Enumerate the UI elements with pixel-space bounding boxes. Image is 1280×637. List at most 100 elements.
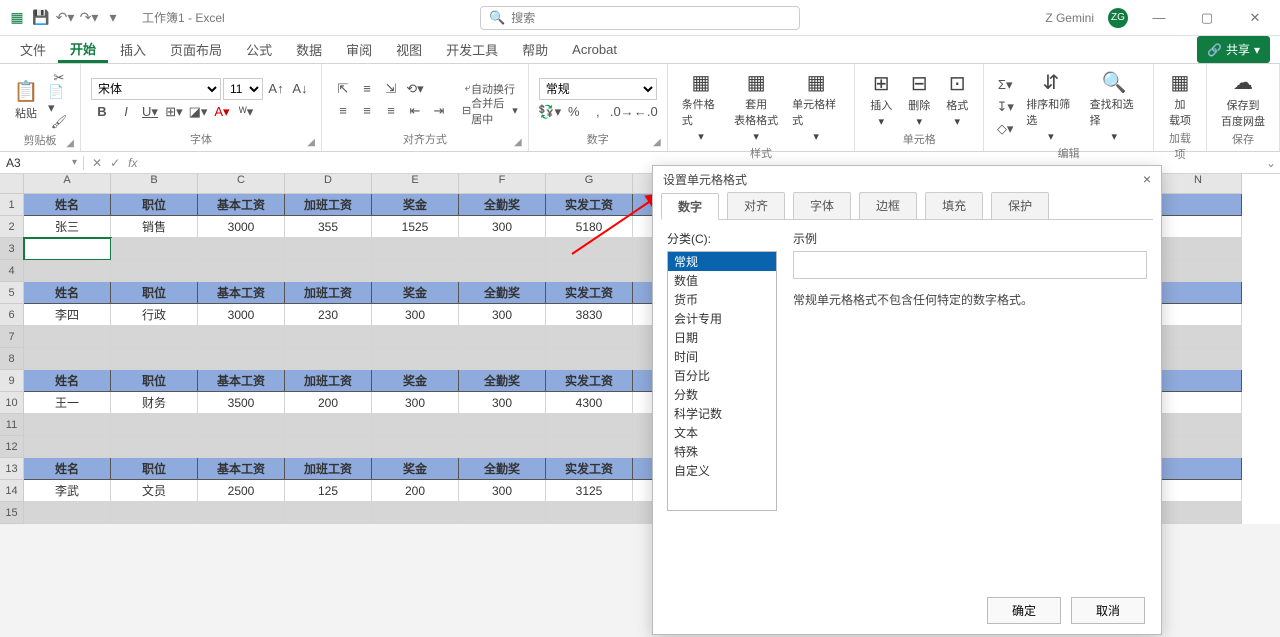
cell[interactable] — [198, 502, 285, 524]
dialog-close-button[interactable]: × — [1143, 171, 1151, 187]
tab-9[interactable]: 帮助 — [510, 36, 560, 63]
tab-0[interactable]: 文件 — [8, 36, 58, 63]
cell[interactable]: 姓名 — [24, 282, 111, 304]
align-middle-icon[interactable]: ≡ — [356, 79, 378, 99]
row-header[interactable]: 5 — [0, 282, 24, 304]
cell[interactable]: 实发工资 — [546, 458, 633, 480]
italic-button[interactable]: I — [115, 102, 137, 122]
cell[interactable]: 300 — [372, 392, 459, 414]
cell[interactable]: 姓名 — [24, 458, 111, 480]
cell[interactable] — [1155, 414, 1242, 436]
cell[interactable]: 300 — [372, 304, 459, 326]
cell[interactable] — [546, 502, 633, 524]
tab-5[interactable]: 数据 — [284, 36, 334, 63]
cell[interactable] — [198, 326, 285, 348]
align-bottom-icon[interactable]: ⇲ — [380, 79, 402, 99]
fx-enter-icon[interactable]: ✓ — [110, 156, 120, 170]
cell[interactable] — [1155, 502, 1242, 524]
user-avatar[interactable]: ZG — [1108, 8, 1128, 28]
row-header[interactable]: 8 — [0, 348, 24, 370]
tab-2[interactable]: 插入 — [108, 36, 158, 63]
row-header[interactable]: 7 — [0, 326, 24, 348]
row-header[interactable]: 14 — [0, 480, 24, 502]
cell[interactable]: 奖金 — [372, 370, 459, 392]
launcher-icon[interactable]: ◢ — [66, 138, 74, 149]
cell[interactable]: 职位 — [111, 458, 198, 480]
cell[interactable]: 230 — [285, 304, 372, 326]
col-header[interactable]: F — [459, 174, 546, 194]
cell[interactable]: 加班工资 — [285, 282, 372, 304]
find-select-button[interactable]: 🔍查找和选择▾ — [1086, 68, 1143, 145]
cell[interactable] — [459, 326, 546, 348]
name-box[interactable]: A3▾ — [0, 156, 84, 170]
cell[interactable]: 355 — [285, 216, 372, 238]
cell[interactable]: 实发工资 — [546, 282, 633, 304]
cell[interactable] — [372, 260, 459, 282]
category-item[interactable]: 日期 — [668, 328, 776, 347]
cell[interactable]: 200 — [372, 480, 459, 502]
cell[interactable] — [1155, 370, 1242, 392]
dialog-tab[interactable]: 填充 — [925, 192, 983, 219]
cell[interactable] — [372, 238, 459, 260]
merge-center-button[interactable]: ⊟ 合并后居中 ▾ — [462, 101, 518, 121]
expand-formula-icon[interactable]: ⌄ — [1262, 156, 1280, 170]
cell[interactable] — [372, 436, 459, 458]
font-color-button[interactable]: A▾ — [211, 102, 233, 122]
category-item[interactable]: 会计专用 — [668, 309, 776, 328]
percent-icon[interactable]: % — [563, 102, 585, 122]
tab-10[interactable]: Acrobat — [560, 36, 629, 63]
cell[interactable] — [372, 414, 459, 436]
border-button[interactable]: ⊞▾ — [163, 102, 185, 122]
category-item[interactable]: 时间 — [668, 347, 776, 366]
align-right-icon[interactable]: ≡ — [380, 101, 402, 121]
cell[interactable]: 张三 — [24, 216, 111, 238]
dialog-tab[interactable]: 保护 — [991, 192, 1049, 219]
row-header[interactable]: 12 — [0, 436, 24, 458]
cell[interactable] — [111, 238, 198, 260]
row-header[interactable]: 9 — [0, 370, 24, 392]
cell[interactable]: 加班工资 — [285, 458, 372, 480]
align-left-icon[interactable]: ≡ — [332, 101, 354, 121]
row-header[interactable]: 13 — [0, 458, 24, 480]
category-item[interactable]: 分数 — [668, 385, 776, 404]
launcher-icon[interactable]: ◢ — [653, 137, 661, 148]
cell[interactable] — [111, 348, 198, 370]
undo-icon[interactable]: ↶▾ — [56, 9, 74, 27]
col-header[interactable]: E — [372, 174, 459, 194]
col-header[interactable]: B — [111, 174, 198, 194]
cell[interactable] — [459, 348, 546, 370]
category-item[interactable]: 数值 — [668, 271, 776, 290]
category-item[interactable]: 文本 — [668, 423, 776, 442]
row-header[interactable]: 4 — [0, 260, 24, 282]
cell[interactable]: 3500 — [198, 392, 285, 414]
comma-icon[interactable]: , — [587, 102, 609, 122]
fx-icon[interactable]: fx — [128, 156, 137, 170]
cell[interactable]: 基本工资 — [198, 370, 285, 392]
cell[interactable]: 财务 — [111, 392, 198, 414]
cell[interactable] — [1155, 194, 1242, 216]
increase-decimal-icon[interactable]: .0→ — [611, 102, 633, 122]
cell[interactable]: 销售 — [111, 216, 198, 238]
cell[interactable]: 李四 — [24, 304, 111, 326]
cell[interactable] — [285, 414, 372, 436]
cell[interactable] — [111, 414, 198, 436]
cell-styles-button[interactable]: ▦单元格样式▾ — [788, 68, 844, 145]
cell[interactable]: 125 — [285, 480, 372, 502]
cell[interactable]: 基本工资 — [198, 282, 285, 304]
cell[interactable]: 实发工资 — [546, 194, 633, 216]
category-list[interactable]: 常规数值货币会计专用日期时间百分比分数科学记数文本特殊自定义 — [667, 251, 777, 511]
indent-dec-icon[interactable]: ⇤ — [404, 101, 426, 121]
cell[interactable] — [285, 326, 372, 348]
category-item[interactable]: 货币 — [668, 290, 776, 309]
cancel-button[interactable]: 取消 — [1071, 597, 1145, 624]
cell[interactable] — [1155, 436, 1242, 458]
cell[interactable] — [24, 238, 111, 260]
format-cells-button[interactable]: ⊡格式▾ — [941, 69, 973, 130]
underline-button[interactable]: U▾ — [139, 102, 161, 122]
cell[interactable]: 姓名 — [24, 370, 111, 392]
tab-8[interactable]: 开发工具 — [434, 36, 510, 63]
dialog-title-bar[interactable]: 设置单元格格式 × — [653, 166, 1161, 192]
cell[interactable]: 文员 — [111, 480, 198, 502]
indent-inc-icon[interactable]: ⇥ — [428, 101, 450, 121]
cell[interactable] — [24, 348, 111, 370]
